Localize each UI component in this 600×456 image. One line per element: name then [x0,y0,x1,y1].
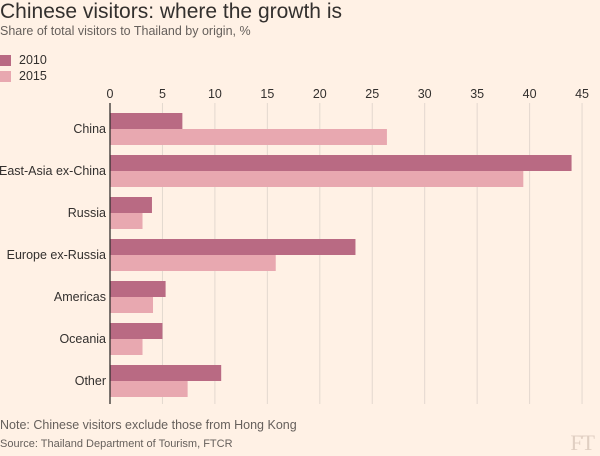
bar-2015-other [110,381,188,397]
chart-note: Note: Chinese visitors exclude those fro… [0,418,297,432]
x-tick-label-5: 5 [159,87,166,101]
bar-2010-americas [110,281,166,297]
chart-subtitle: Share of total visitors to Thailand by o… [0,24,251,38]
category-label-east-asia-ex-china: East-Asia ex-China [0,164,106,178]
x-tick-label-15: 15 [260,87,274,101]
ft-logo: FT [570,430,595,455]
x-tick-label-30: 30 [418,87,432,101]
bar-2015-oceania [110,339,143,355]
bar-2010-china [110,113,183,129]
bar-2015-russia [110,213,143,229]
bar-2010-east-asia-ex-china [110,155,572,171]
category-label-china: China [73,122,106,136]
bar-2010-europe-ex-russia [110,239,356,255]
bar-2010-russia [110,197,152,213]
legend-swatch-2015 [0,70,11,82]
category-label-europe-ex-russia: Europe ex-Russia [7,248,106,262]
bar-2015-europe-ex-russia [110,255,276,271]
x-tick-label-25: 25 [365,87,379,101]
category-label-russia: Russia [68,206,106,220]
bar-2015-china [110,129,387,145]
category-label-americas: Americas [54,290,106,304]
x-tick-label-40: 40 [523,87,537,101]
legend-swatch-2010 [0,54,11,66]
bar-2015-americas [110,297,154,313]
legend: 2010 2015 [0,52,47,84]
x-tick-label-35: 35 [470,87,484,101]
x-tick-label-45: 45 [575,87,589,101]
x-tick-label-10: 10 [208,87,222,101]
legend-label-2015: 2015 [19,69,47,83]
chart-source: Source: Thailand Department of Tourism, … [0,438,233,450]
legend-item-2010: 2010 [0,52,47,68]
category-label-oceania: Oceania [59,332,106,346]
legend-item-2015: 2015 [0,68,47,84]
category-label-other: Other [75,374,106,388]
bar-2010-other [110,365,222,381]
chart-title: Chinese visitors: where the growth is [0,0,342,23]
x-tick-label-20: 20 [313,87,327,101]
bar-2010-oceania [110,323,163,339]
bar-2015-east-asia-ex-china [110,171,524,187]
x-tick-label-0: 0 [107,87,114,101]
legend-label-2010: 2010 [19,53,47,67]
